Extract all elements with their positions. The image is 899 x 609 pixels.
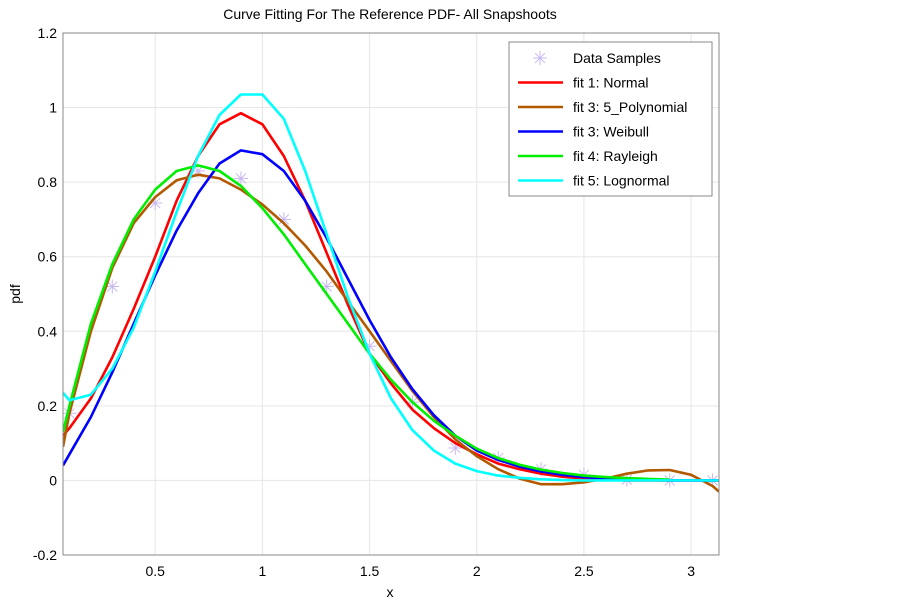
chart-title: Curve Fitting For The Reference PDF- All…: [223, 6, 557, 22]
x-tick-label: 1: [258, 563, 266, 579]
y-tick-label: 0: [49, 472, 57, 488]
data-sample-point: [105, 279, 120, 294]
y-tick-label: 0.6: [38, 249, 58, 265]
legend: Data Samples fit 1: Normal fit 3: 5_Polyno…: [508, 41, 713, 197]
plot-area: [63, 93, 719, 493]
x-tick-label: 3: [687, 563, 695, 579]
series-group: [63, 93, 719, 493]
y-tick-label: -0.2: [33, 547, 57, 563]
x-tick-label: 1.5: [360, 563, 380, 579]
series-line-fit-5-lognormal: [63, 93, 719, 482]
star-stroke: [534, 52, 546, 64]
legend-entry-label: fit 3: 5_Polynomial: [573, 99, 687, 115]
star-stroke: [149, 197, 161, 209]
y-tick-label: 1: [49, 100, 57, 116]
legend-entry-label: fit 3: Weibull: [573, 124, 649, 140]
x-axis-label: x: [387, 584, 394, 600]
star-stroke: [107, 281, 118, 292]
star-stroke: [278, 214, 290, 225]
legend-box: [508, 41, 713, 197]
series-line-fit-3-weibull: [63, 149, 719, 482]
y-tick-label: 0.8: [38, 174, 58, 190]
y-axis-label: pdf: [7, 284, 23, 304]
data-sample-point: [233, 171, 248, 186]
legend-entry-label: fit 5: Lognormal: [573, 173, 670, 189]
series-line-fit-3-5-polynomial: [63, 173, 719, 493]
y-tick-label: 0.4: [38, 323, 58, 339]
x-tick-label: 2: [473, 563, 481, 579]
legend-entry-label: fit 1: Normal: [573, 75, 648, 91]
star-stroke: [235, 173, 247, 184]
legend-marker-star: [533, 51, 547, 65]
tick-labels: 0.5 1 1.5 2 2.5 3 -0.2 0 0.2 0.4 0.6 0.8 1 1.2: [33, 25, 695, 579]
y-tick-label: 0.2: [38, 398, 58, 414]
axes-box: [62, 32, 720, 556]
y-tick-label: 1.2: [38, 25, 58, 41]
series-line-fit-4-rayleigh: [63, 164, 670, 481]
x-tick-label: 0.5: [145, 563, 165, 579]
legend-entry-label: fit 4: Rayleigh: [573, 148, 658, 164]
legend-entry-label: Data Samples: [573, 50, 661, 66]
x-tick-label: 2.5: [574, 563, 594, 579]
